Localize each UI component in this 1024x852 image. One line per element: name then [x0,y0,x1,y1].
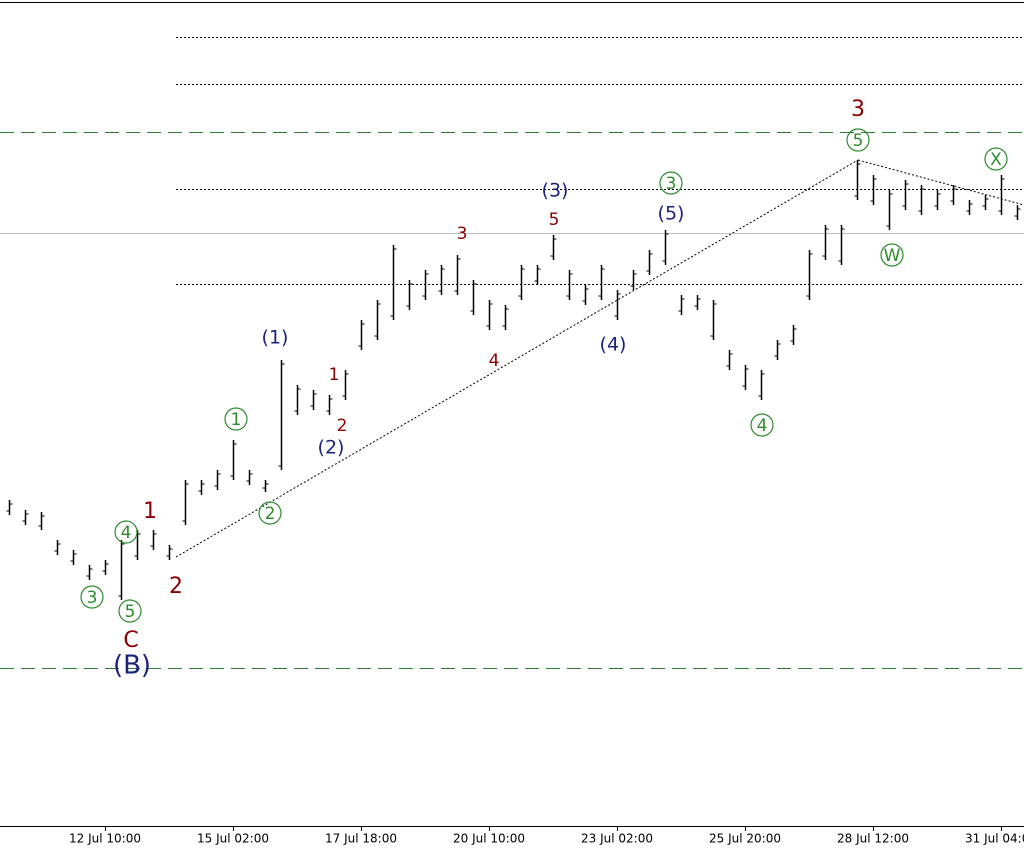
trend-line [175,159,859,558]
wave-label: 5 [125,602,136,622]
wave-label: 3 [457,224,468,244]
wave-label: 1 [329,365,340,385]
trend-line [857,159,1024,206]
wave-label: 1 [231,410,242,430]
wave-label: 3 [666,174,677,194]
wave-label: C [123,628,138,653]
wave-label: 2 [265,504,276,524]
x-tick-label: 12 Jul 10:00 [69,832,141,846]
wave-circle [984,147,1008,171]
wave-label: (4) [600,334,627,356]
wave-label: 4 [489,351,500,371]
wave-circle [258,501,282,525]
x-tick-label: 28 Jul 12:00 [837,832,909,846]
wave-circle [114,520,138,544]
wave-label: (5) [658,203,685,225]
x-tick-label: 25 Jul 20:00 [709,832,781,846]
wave-label: (B) [113,651,151,681]
wave-circle [659,171,683,195]
wave-label: 5 [549,210,560,230]
wave-label: 2 [169,574,183,599]
x-tick-label: 23 Jul 02:00 [581,832,653,846]
wave-circle [846,128,870,152]
wave-label: (1) [262,327,289,349]
wave-label: 4 [757,416,768,436]
wave-label: W [884,246,901,266]
wave-circle [224,407,248,431]
wave-label: (3) [542,180,569,202]
wave-label: (2) [318,437,345,459]
wave-circle [880,243,904,267]
x-tick-label: 20 Jul 10:00 [453,832,525,846]
wave-circle [118,599,142,623]
wave-circle [80,585,104,609]
wave-label: 5 [853,131,864,151]
x-tick-label: 17 Jul 18:00 [325,832,397,846]
wave-label: 4 [121,523,132,543]
wave-label: X [990,150,1002,170]
wave-label: 1 [143,499,157,524]
x-tick-label: 31 Jul 04:00 [965,832,1024,846]
wave-circle [750,413,774,437]
wave-label: 3 [851,97,865,122]
x-tick-label: 15 Jul 02:00 [197,832,269,846]
wave-label: 2 [337,416,348,436]
wave-label: 3 [87,588,98,608]
